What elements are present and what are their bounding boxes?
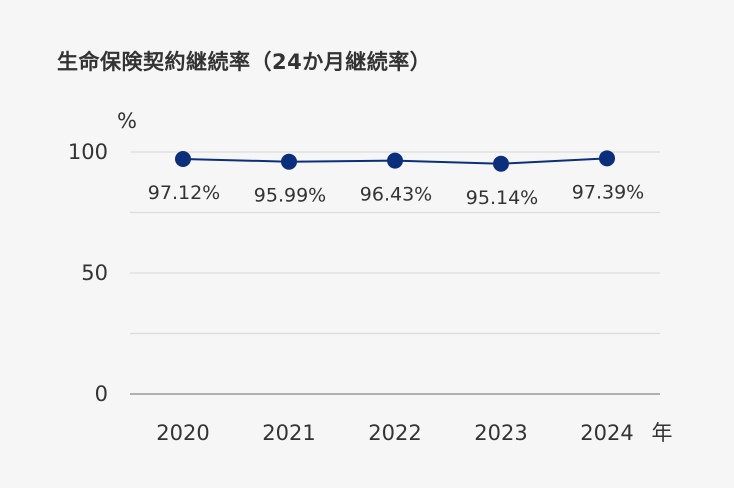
data-point: [493, 155, 509, 172]
chart-title: 生命保険契約継続率（24か月継続率）: [57, 50, 432, 74]
data-label: 95.14%: [466, 187, 538, 209]
x-tick-label: 2023: [474, 421, 527, 445]
data-point: [599, 150, 615, 167]
data-point: [175, 150, 191, 167]
y-tick-label: 100: [68, 140, 108, 164]
data-point: [281, 153, 297, 170]
data-point: [387, 152, 403, 169]
data-label: 97.12%: [148, 182, 220, 204]
y-unit-label: %: [117, 109, 137, 133]
x-tick-label: 2022: [368, 421, 421, 445]
x-tick-label: 2020: [156, 421, 209, 445]
y-tick-label: 50: [81, 261, 108, 285]
x-tick-label: 2024: [580, 421, 633, 445]
data-label: 95.99%: [254, 185, 326, 207]
data-label: 96.43%: [360, 184, 432, 206]
data-label: 97.39%: [572, 181, 644, 203]
x-tick-label: 2021: [262, 421, 315, 445]
y-tick-label: 0: [95, 382, 108, 406]
x-unit-label: 年: [652, 421, 673, 445]
